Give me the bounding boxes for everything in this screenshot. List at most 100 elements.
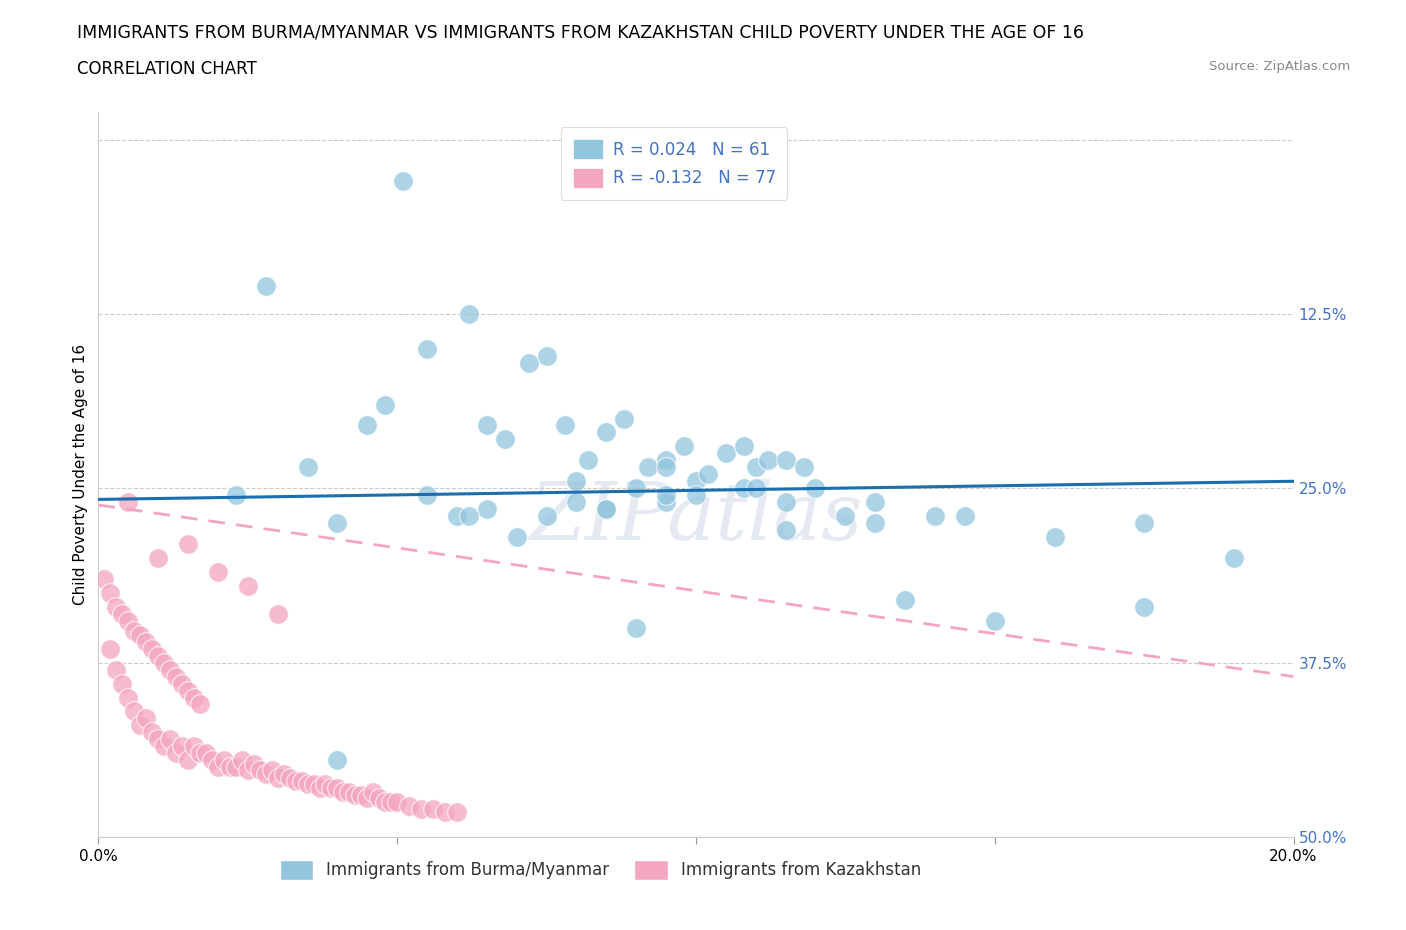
Point bbox=[380, 794, 402, 809]
Point bbox=[446, 509, 468, 524]
Point bbox=[637, 460, 659, 475]
Point bbox=[613, 411, 636, 426]
Point bbox=[315, 777, 337, 791]
Point bbox=[98, 586, 122, 601]
Point bbox=[565, 474, 588, 489]
Point bbox=[554, 418, 576, 433]
Point bbox=[865, 516, 887, 531]
Point bbox=[626, 481, 648, 496]
Point bbox=[775, 523, 797, 538]
Point bbox=[225, 760, 247, 775]
Point bbox=[254, 279, 277, 294]
Point bbox=[475, 418, 498, 433]
Point bbox=[183, 690, 205, 705]
Point bbox=[398, 799, 420, 814]
Y-axis label: Child Poverty Under the Age of 16: Child Poverty Under the Age of 16 bbox=[73, 344, 89, 604]
Point bbox=[422, 802, 444, 817]
Point bbox=[356, 790, 378, 805]
Point bbox=[655, 495, 678, 510]
Point bbox=[1223, 551, 1246, 565]
Point bbox=[111, 606, 134, 621]
Point bbox=[775, 495, 797, 510]
Point bbox=[673, 439, 696, 454]
Point bbox=[148, 732, 170, 747]
Point bbox=[93, 571, 115, 587]
Point bbox=[284, 774, 307, 789]
Point bbox=[416, 488, 439, 503]
Point bbox=[350, 788, 373, 803]
Point bbox=[172, 676, 194, 691]
Point bbox=[411, 802, 433, 817]
Point bbox=[159, 662, 181, 677]
Point bbox=[153, 738, 176, 753]
Point bbox=[260, 763, 283, 777]
Point bbox=[267, 606, 290, 621]
Point bbox=[363, 785, 385, 800]
Point bbox=[733, 439, 755, 454]
Point bbox=[446, 804, 468, 819]
Point bbox=[804, 481, 827, 496]
Point bbox=[924, 509, 946, 524]
Point bbox=[148, 648, 170, 663]
Text: CORRELATION CHART: CORRELATION CHART bbox=[77, 60, 257, 78]
Point bbox=[626, 620, 648, 635]
Point bbox=[565, 495, 588, 510]
Point bbox=[135, 634, 157, 649]
Point bbox=[392, 174, 415, 189]
Point bbox=[416, 341, 439, 356]
Point bbox=[321, 781, 343, 796]
Point bbox=[834, 509, 856, 524]
Point bbox=[578, 453, 600, 468]
Point bbox=[219, 760, 242, 775]
Point bbox=[141, 725, 163, 740]
Point bbox=[1043, 530, 1066, 545]
Point bbox=[655, 453, 678, 468]
Point bbox=[212, 753, 235, 768]
Point bbox=[254, 766, 277, 781]
Point bbox=[201, 753, 224, 768]
Point bbox=[326, 516, 349, 531]
Point bbox=[153, 656, 176, 671]
Point bbox=[225, 488, 247, 503]
Point bbox=[339, 785, 361, 800]
Point bbox=[756, 453, 779, 468]
Point bbox=[745, 460, 768, 475]
Point bbox=[326, 781, 349, 796]
Point bbox=[195, 746, 218, 761]
Point bbox=[273, 766, 295, 781]
Point bbox=[172, 738, 194, 753]
Point bbox=[183, 738, 205, 753]
Point bbox=[188, 698, 211, 712]
Point bbox=[595, 502, 617, 517]
Point bbox=[385, 794, 409, 809]
Point bbox=[434, 804, 457, 819]
Point bbox=[159, 732, 181, 747]
Point bbox=[517, 355, 540, 370]
Point bbox=[714, 446, 737, 461]
Point bbox=[297, 777, 319, 791]
Point bbox=[105, 600, 128, 615]
Point bbox=[984, 614, 1007, 629]
Point bbox=[344, 788, 367, 803]
Point bbox=[536, 509, 558, 524]
Point bbox=[374, 397, 396, 412]
Point bbox=[297, 460, 319, 475]
Point bbox=[655, 460, 678, 475]
Point bbox=[129, 628, 152, 643]
Point bbox=[129, 718, 152, 733]
Point bbox=[111, 676, 134, 691]
Point bbox=[236, 763, 259, 777]
Point bbox=[148, 551, 170, 565]
Point bbox=[595, 502, 617, 517]
Point bbox=[685, 474, 707, 489]
Point bbox=[249, 763, 271, 777]
Point bbox=[231, 753, 253, 768]
Point bbox=[475, 502, 498, 517]
Point bbox=[1133, 600, 1156, 615]
Point bbox=[124, 704, 146, 719]
Point bbox=[745, 481, 768, 496]
Text: ZIPatlas: ZIPatlas bbox=[529, 479, 863, 556]
Point bbox=[278, 771, 301, 786]
Point bbox=[356, 418, 378, 433]
Point bbox=[506, 530, 529, 545]
